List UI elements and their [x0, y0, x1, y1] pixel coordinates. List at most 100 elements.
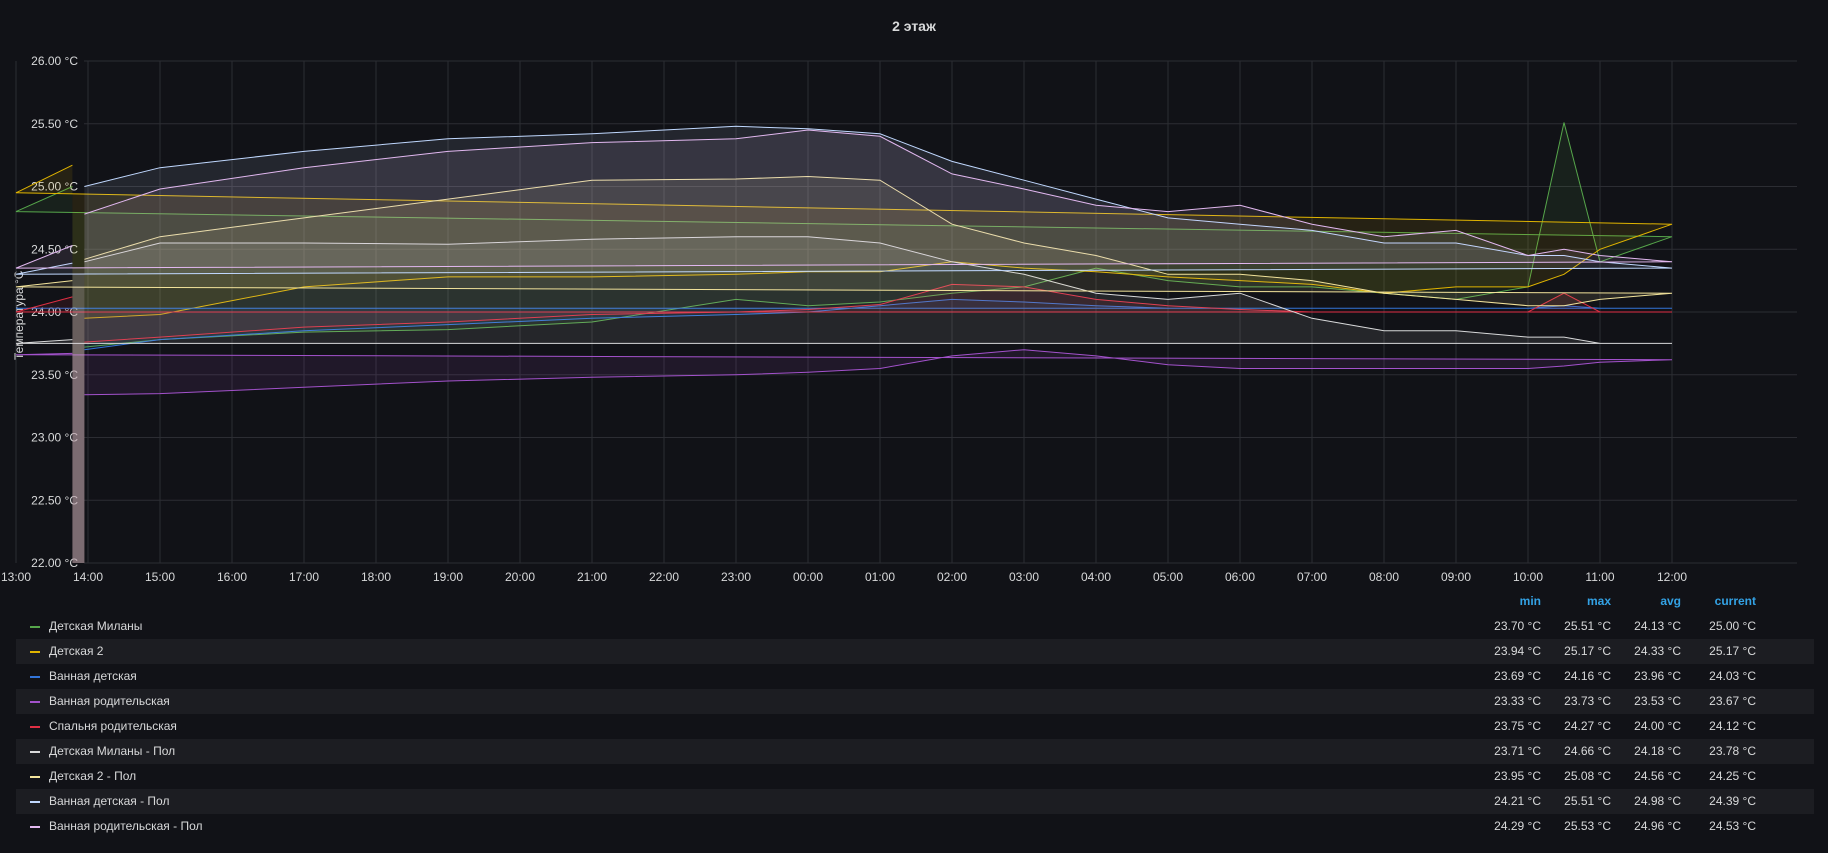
legend-value-min: 23.33 °C	[1494, 694, 1541, 708]
y-tick-label: 22.00 °C	[31, 556, 78, 570]
legend-row[interactable]: Ванная родительская - Пол 24.29 °C 25.53 °…	[16, 814, 1814, 839]
series-name[interactable]: Ванная детская	[49, 669, 137, 683]
series-name[interactable]: Детская 2 - Пол	[49, 769, 137, 783]
legend-value-avg: 23.53 °C	[1634, 694, 1681, 708]
x-tick-label: 16:00	[217, 570, 247, 584]
y-tick-label: 22.50 °C	[31, 493, 78, 507]
legend-value-min: 23.71 °C	[1494, 744, 1541, 758]
y-tick-label: 25.50 °C	[31, 117, 78, 131]
legend-value-min: 24.29 °C	[1494, 819, 1541, 833]
x-tick-label: 14:00	[73, 570, 103, 584]
legend-value-min: 23.94 °C	[1494, 644, 1541, 658]
legend-value-min: 24.21 °C	[1494, 794, 1541, 808]
x-tick-label: 19:00	[433, 570, 463, 584]
series-area	[16, 126, 1672, 564]
x-tick-label: 20:00	[505, 570, 535, 584]
series-area	[16, 165, 1672, 563]
panel-title: 2 этаж	[892, 18, 936, 34]
x-tick-label: 23:00	[721, 570, 751, 584]
legend-value-current: 23.67 °C	[1709, 694, 1756, 708]
x-tick-label: 04:00	[1081, 570, 1111, 584]
series-color-swatch[interactable]	[30, 826, 40, 828]
x-tick-label: 11:00	[1585, 570, 1614, 584]
series-area	[16, 349, 1672, 563]
legend-value-current: 24.12 °C	[1709, 719, 1756, 733]
legend-rows: Детская Миланы 23.70 °C 25.51 °C 24.13 °C 25…	[16, 614, 1814, 839]
series-name[interactable]: Детская 2	[49, 644, 104, 658]
legend-value-current: 25.17 °C	[1709, 644, 1756, 658]
x-tick-label: 00:00	[793, 570, 823, 584]
legend-value-avg: 24.96 °C	[1634, 819, 1681, 833]
series-color-swatch[interactable]	[30, 801, 40, 803]
legend-value-current: 24.53 °C	[1709, 819, 1756, 833]
x-tick-label: 08:00	[1369, 570, 1399, 584]
x-tick-label: 18:00	[361, 570, 391, 584]
series-color-swatch[interactable]	[30, 776, 40, 778]
x-tick-label: 17:00	[289, 570, 319, 584]
series-name[interactable]: Детская Миланы	[49, 619, 143, 633]
series-color-swatch[interactable]	[30, 726, 40, 728]
series-name[interactable]: Ванная детская - Пол	[49, 794, 170, 808]
legend-col-avg[interactable]: avg	[1660, 594, 1681, 608]
series-name[interactable]: Ванная родительская	[49, 694, 170, 708]
x-tick-label: 22:00	[649, 570, 679, 584]
legend-value-max: 25.53 °C	[1564, 819, 1611, 833]
legend-value-max: 23.73 °C	[1564, 694, 1611, 708]
series-name[interactable]: Детская Миланы - Пол	[49, 744, 176, 758]
x-tick-label: 15:00	[145, 570, 175, 584]
legend-value-current: 25.00 °C	[1709, 619, 1756, 633]
series-color-swatch[interactable]	[30, 701, 40, 703]
legend-value-avg: 23.96 °C	[1634, 669, 1681, 683]
y-tick-label: 23.50 °C	[31, 368, 78, 382]
series-color-swatch[interactable]	[30, 676, 40, 678]
x-tick-label: 09:00	[1441, 570, 1471, 584]
legend-row[interactable]: Детская Миланы 23.70 °C 25.51 °C 24.13 °C 25…	[16, 614, 1814, 639]
x-tick-label: 01:00	[865, 570, 895, 584]
legend-value-current: 24.25 °C	[1709, 769, 1756, 783]
legend-value-max: 24.66 °C	[1564, 744, 1611, 758]
legend-row[interactable]: Детская 2 - Пол 23.95 °C 25.08 °C 24.56 °C 2…	[16, 764, 1814, 789]
legend-value-max: 25.51 °C	[1564, 619, 1611, 633]
series-line	[15, 175, 1673, 307]
legend-value-max: 24.16 °C	[1564, 669, 1611, 683]
x-tick-label: 06:00	[1225, 570, 1255, 584]
series-area	[16, 122, 1672, 563]
legend-row[interactable]: Ванная детская - Пол 24.21 °C 25.51 °C 24.9…	[16, 789, 1814, 814]
series-name[interactable]: Ванная родительская - Пол	[49, 819, 203, 833]
legend-row[interactable]: Детская 2 23.94 °C 25.17 °C 24.33 °C 25.17 °…	[16, 639, 1814, 664]
legend-col-min[interactable]: min	[1519, 594, 1541, 608]
legend-value-max: 25.17 °C	[1564, 644, 1611, 658]
legend-table: min max avg current Детская Миланы 23.70 …	[16, 592, 1814, 839]
x-tick-label: 05:00	[1153, 570, 1183, 584]
legend-col-max[interactable]: max	[1586, 594, 1611, 608]
x-tick-label: 03:00	[1009, 570, 1039, 584]
legend-value-min: 23.95 °C	[1494, 769, 1541, 783]
series-name[interactable]: Спальня родительская	[49, 719, 177, 733]
legend-value-min: 23.70 °C	[1494, 619, 1541, 633]
legend-value-current: 24.39 °C	[1709, 794, 1756, 808]
series-color-swatch[interactable]	[30, 751, 40, 753]
legend-row[interactable]: Спальня родительская 23.75 °C 24.27 °C 24.0…	[16, 714, 1814, 739]
y-tick-label: 23.00 °C	[31, 431, 78, 445]
series-color-swatch[interactable]	[30, 651, 40, 653]
x-tick-label: 10:00	[1513, 570, 1543, 584]
x-tick-label: 21:00	[577, 570, 607, 584]
series-line	[15, 349, 1673, 396]
legend-value-max: 25.51 °C	[1564, 794, 1611, 808]
legend-value-min: 23.75 °C	[1494, 719, 1541, 733]
legend-row[interactable]: Ванная детская 23.69 °C 24.16 °C 23.96 °C 24…	[16, 664, 1814, 689]
legend-value-max: 25.08 °C	[1564, 769, 1611, 783]
legend-header: min max avg current	[16, 592, 1814, 614]
series-area	[16, 130, 1672, 563]
temperature-chart[interactable]: 22.00 °C22.50 °C23.00 °C23.50 °C24.00 °C…	[0, 0, 1828, 590]
legend-value-avg: 24.13 °C	[1634, 619, 1681, 633]
legend-row[interactable]: Ванная родительская 23.33 °C 23.73 °C 23.53…	[16, 689, 1814, 714]
legend-col-current[interactable]: current	[1714, 594, 1756, 608]
series-area	[16, 299, 1672, 563]
legend-value-avg: 24.33 °C	[1634, 644, 1681, 658]
series-color-swatch[interactable]	[30, 626, 40, 628]
legend-row[interactable]: Детская Миланы - Пол 23.71 °C 24.66 °C 24.1…	[16, 739, 1814, 764]
legend-value-avg: 24.00 °C	[1634, 719, 1681, 733]
y-tick-label: 24.50 °C	[31, 242, 78, 256]
x-tick-label: 02:00	[937, 570, 967, 584]
